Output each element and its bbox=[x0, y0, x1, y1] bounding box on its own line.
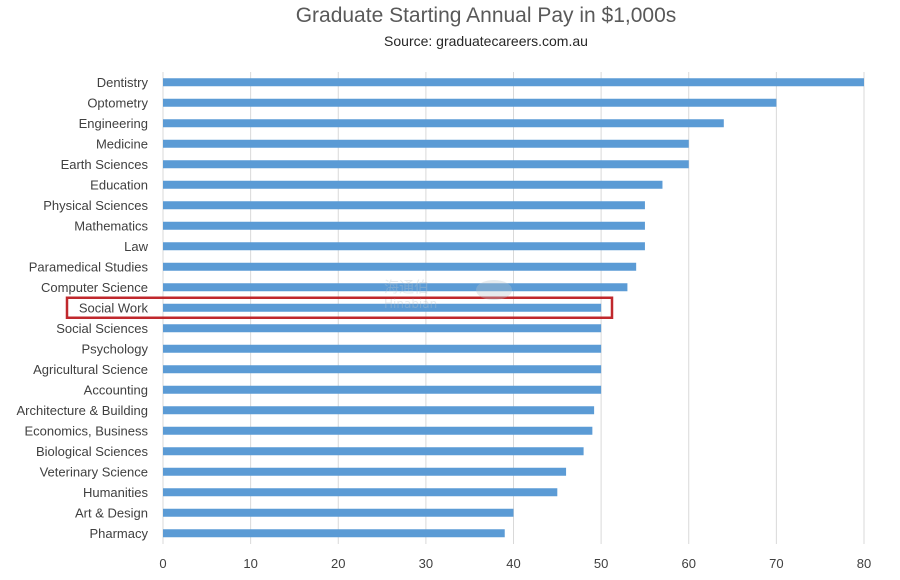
category-label: Computer Science bbox=[41, 280, 148, 295]
bar bbox=[163, 324, 602, 333]
bar bbox=[163, 98, 777, 107]
bar bbox=[163, 426, 593, 435]
bar bbox=[163, 262, 637, 271]
chart-title: Graduate Starting Annual Pay in $1,000s bbox=[295, 4, 677, 27]
highlight-box bbox=[65, 296, 614, 319]
bar bbox=[163, 385, 602, 394]
x-tick-label: 50 bbox=[594, 556, 608, 571]
category-label: Medicine bbox=[96, 136, 148, 151]
category-label: Engineering bbox=[79, 116, 148, 131]
x-tick-label: 80 bbox=[857, 556, 871, 571]
bar bbox=[163, 508, 514, 517]
category-label: Biological Sciences bbox=[36, 444, 149, 459]
bar bbox=[163, 488, 558, 497]
bar bbox=[163, 303, 602, 312]
bar bbox=[163, 78, 864, 87]
bar bbox=[163, 406, 595, 415]
category-label: Law bbox=[124, 239, 148, 254]
category-label: Paramedical Studies bbox=[29, 259, 149, 274]
x-tick-label: 40 bbox=[506, 556, 520, 571]
x-tick-label: 60 bbox=[682, 556, 696, 571]
bar bbox=[163, 160, 689, 169]
bar bbox=[163, 201, 645, 210]
category-label: Accounting bbox=[84, 382, 148, 397]
category-label: Humanities bbox=[83, 485, 149, 500]
chart-subtitle: Source: graduatecareers.com.au bbox=[384, 33, 588, 49]
category-label: Psychology bbox=[82, 341, 149, 356]
category-label: Education bbox=[90, 177, 148, 192]
category-label: Mathematics bbox=[74, 218, 148, 233]
category-label: Architecture & Building bbox=[16, 403, 148, 418]
bar bbox=[163, 344, 602, 353]
category-label: Veterinary Science bbox=[40, 464, 148, 479]
bar bbox=[163, 467, 567, 476]
category-label: Art & Design bbox=[75, 505, 148, 520]
category-label: Earth Sciences bbox=[61, 157, 149, 172]
bar bbox=[163, 180, 663, 189]
category-label: Physical Sciences bbox=[43, 198, 148, 213]
category-label: Optometry bbox=[87, 95, 148, 110]
x-tick-label: 0 bbox=[159, 556, 166, 571]
category-label: Pharmacy bbox=[89, 526, 148, 541]
category-label: Social Work bbox=[79, 300, 149, 315]
x-tick-label: 30 bbox=[419, 556, 433, 571]
category-label: Dentistry bbox=[97, 75, 149, 90]
bar bbox=[163, 139, 689, 148]
bar bbox=[163, 447, 584, 456]
category-label: Agricultural Science bbox=[33, 362, 148, 377]
bar bbox=[163, 119, 724, 128]
bar bbox=[163, 242, 645, 251]
category-label: Economics, Business bbox=[24, 423, 148, 438]
bar bbox=[163, 529, 505, 538]
category-label: Social Sciences bbox=[56, 321, 148, 336]
bar bbox=[163, 365, 602, 374]
x-tick-label: 20 bbox=[331, 556, 345, 571]
x-tick-label: 10 bbox=[243, 556, 257, 571]
bar bbox=[163, 283, 628, 292]
bar bbox=[163, 221, 645, 230]
x-tick-label: 70 bbox=[769, 556, 783, 571]
